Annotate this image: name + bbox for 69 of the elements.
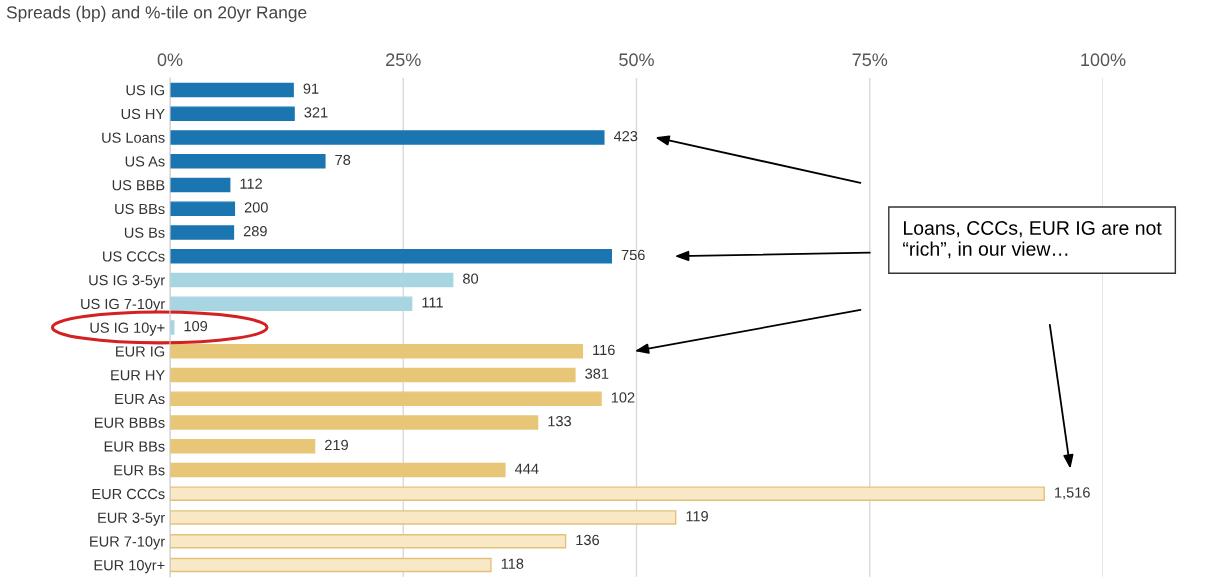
annotation: 112 [240,178,262,189]
bar [170,557,492,573]
y-tick-label: EUR HY [111,370,165,381]
chart-title: Spreads (bp) and %-tile on 20yr Range [6,5,307,22]
annotation: Loans, CCCs, EUR IG are not “rich”, in our view… [903,221,1162,259]
annotation: 109 [184,321,208,332]
bar [170,296,413,311]
annotation: 119 [686,511,708,522]
x-tick-label: 50% [619,53,654,67]
y-tick-label: US IG 10y+ [90,322,165,336]
annotation: 381 [585,368,609,379]
annotation: 219 [325,439,348,451]
annotation: 116 [593,344,615,356]
x-tick-label: 100% [1081,53,1126,67]
bar [170,343,584,359]
bar [170,153,326,169]
bar [170,130,605,145]
x-tick-label: 0% [157,53,183,67]
y-tick-label: US Loans [102,132,165,143]
bar [170,462,506,478]
annotation: 289 [243,226,267,237]
bar [170,510,677,525]
annotation: 102 [611,392,635,403]
y-tick-label: US CCCs [103,251,165,262]
annotation: 136 [576,534,599,546]
y-tick-label: EUR BBs [104,441,165,452]
y-tick-label: US BBs [115,203,165,215]
annotation: 91 [303,83,319,94]
bar [170,248,613,264]
y-tick-label: EUR IG [116,346,165,357]
y-tick-label: EUR CCCs [92,488,165,500]
y-tick-label: US Bs [124,227,165,238]
bar [170,225,235,240]
y-tick-label: US IG 7-10yr [81,298,165,312]
bar [170,106,295,121]
y-tick-label: US BBB [112,180,165,191]
y-tick-label: US IG [126,85,165,96]
annotation: 118 [501,558,524,569]
bar [170,438,316,454]
bar [170,533,567,549]
y-tick-label: EUR As [115,393,165,405]
y-tick-label: EUR 10yr+ [94,560,165,574]
bar [170,391,602,406]
bar [170,272,454,288]
bar [170,415,539,430]
annotation: 423 [613,131,638,142]
y-tick-label: US IG 3-5yr [89,275,165,289]
y-tick-label: EUR 7-10yr [90,536,165,550]
bar [170,177,231,193]
annotation: 133 [548,416,572,427]
y-tick-label: EUR BBBs [95,417,165,428]
annotation: 321 [304,107,328,118]
y-tick-label: EUR 3-5yr [98,512,165,526]
annotation: 444 [515,463,539,474]
bar [170,201,236,216]
bar [170,367,576,383]
annotation: 756 [621,249,645,261]
annotation: 80 [463,273,479,284]
bar [170,486,1045,501]
bar [170,82,294,98]
y-tick-label: US HY [121,108,165,120]
annotation: 1,516 [1055,487,1090,500]
x-tick-label: 75% [852,53,888,67]
x-tick-label: 25% [386,53,421,67]
annotation: 78 [335,154,351,166]
annotation: 111 [422,297,443,308]
y-tick-label: US As [125,156,165,167]
y-tick-label: EUR Bs [114,465,165,476]
annotation: 200 [244,202,268,213]
